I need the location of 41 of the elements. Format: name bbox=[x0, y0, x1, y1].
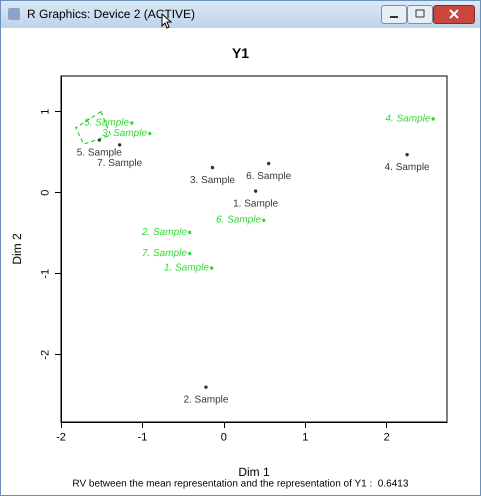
annotation: 4. Sample bbox=[385, 113, 431, 124]
point bbox=[188, 230, 192, 234]
x-tick-label: 1 bbox=[302, 432, 308, 444]
annotation: 5. Sample bbox=[76, 147, 122, 158]
x-tick-label: 2 bbox=[384, 432, 390, 444]
point bbox=[130, 121, 134, 125]
y-tick-label: -2 bbox=[40, 350, 52, 360]
x-tick-label: 0 bbox=[220, 432, 227, 444]
y-axis-title: Dim 2 bbox=[10, 233, 24, 265]
annotation: 1. Sample bbox=[233, 198, 279, 210]
point bbox=[210, 266, 214, 270]
text: RV between the mean representation and the representation of Y1 : 0.6413 bbox=[72, 478, 409, 490]
y-tick-label: -1 bbox=[40, 268, 52, 279]
x-tick-label: -1 bbox=[138, 432, 148, 444]
point bbox=[148, 132, 152, 136]
x-tick-label: -2 bbox=[56, 432, 66, 444]
point bbox=[188, 252, 192, 256]
point bbox=[431, 117, 435, 121]
annotation: 6. Sample bbox=[246, 170, 292, 182]
annotation: 6. Sample bbox=[216, 214, 262, 226]
x-axis-title: Dim 1 bbox=[238, 465, 270, 479]
point bbox=[118, 143, 122, 147]
annotation: 3. Sample bbox=[102, 128, 148, 140]
chart-title: Y1 bbox=[232, 45, 250, 61]
annotation: 7. Sample bbox=[97, 158, 143, 170]
annotation: 1. Sample bbox=[164, 262, 210, 274]
annotation: 4. Sample bbox=[384, 162, 430, 173]
annotation: 3. Sample bbox=[190, 174, 236, 186]
point bbox=[254, 189, 258, 193]
text: R Graphics: Device 2 (ACTIVE) bbox=[27, 7, 196, 21]
y-tick-label: 0 bbox=[40, 190, 52, 196]
annotation: 2. Sample bbox=[183, 394, 229, 406]
point bbox=[204, 385, 208, 389]
annotation: 2. Sample bbox=[140, 226, 188, 238]
annotation: 7. Sample bbox=[142, 248, 188, 259]
y-tick-label: 1 bbox=[40, 108, 52, 115]
point bbox=[210, 166, 214, 170]
point bbox=[266, 162, 270, 166]
point bbox=[405, 152, 409, 156]
point bbox=[262, 218, 266, 222]
annotation: 5. Sample bbox=[84, 118, 130, 128]
